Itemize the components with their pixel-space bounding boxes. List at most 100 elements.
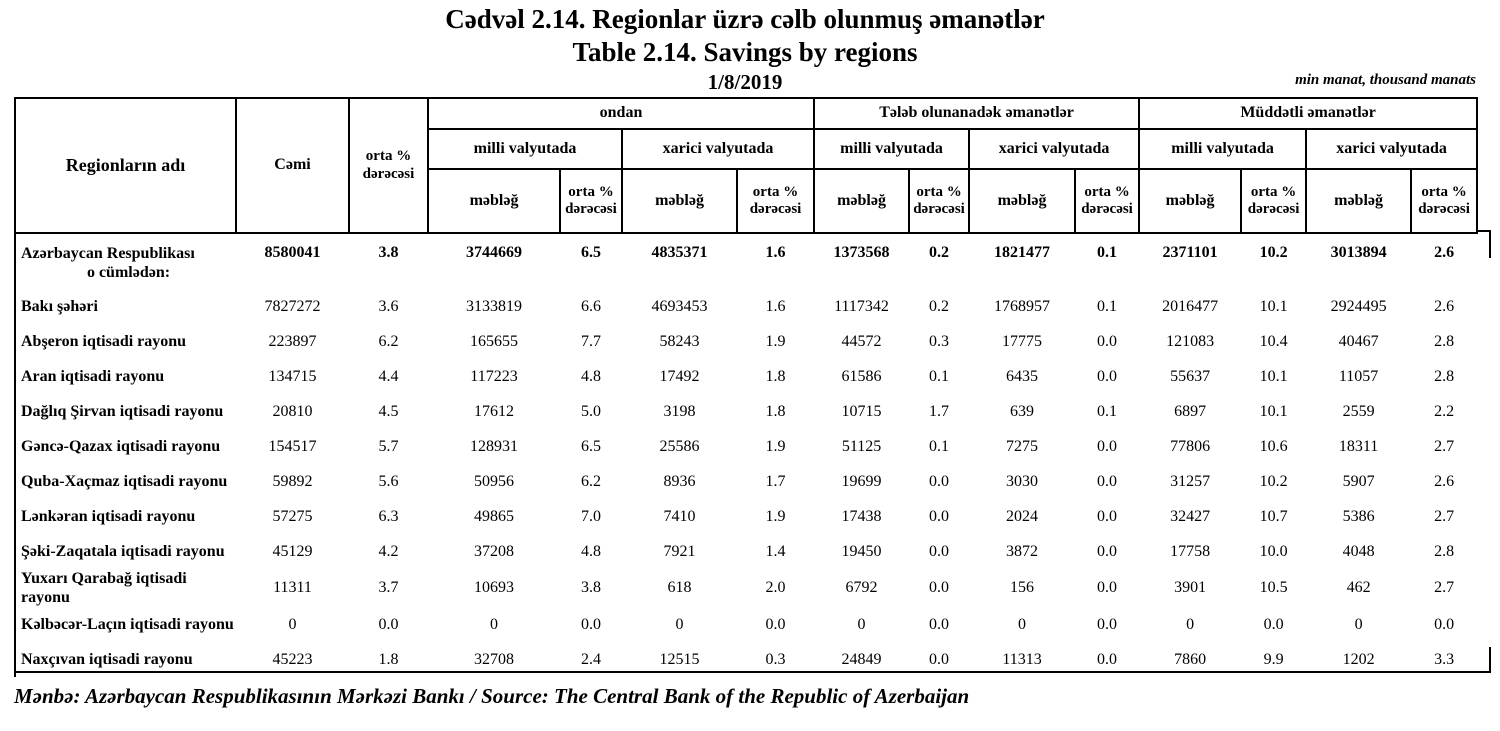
value-cell: 3133819 <box>466 297 522 315</box>
value-cell: 0.0 <box>929 472 950 490</box>
value-cell: 8936 <box>663 472 696 490</box>
value-cell: 0.0 <box>1434 615 1455 633</box>
region-name: Abşeron iqtisadi rayonu <box>14 324 236 359</box>
value-cell: 7827272 <box>264 297 321 315</box>
value-cell: 0.0 <box>1263 615 1284 633</box>
value-cell: 5.6 <box>378 472 399 490</box>
value-cell: 7860 <box>1174 650 1207 668</box>
value-cell: 6.2 <box>581 472 601 490</box>
region-subname: o cümlədən: <box>86 264 171 282</box>
value-cell: 24849 <box>841 650 882 668</box>
table-row: Yuxarı Qarabağ iqtisadi rayonu 11311 3.7 10… <box>14 569 1477 608</box>
value-cell: 25586 <box>659 437 700 455</box>
region-name: Aran iqtisadi rayonu <box>14 359 236 394</box>
title-en: Table 2.14. Savings by regions <box>572 37 918 67</box>
value-cell: 6792 <box>845 579 878 597</box>
sub-national-currency: milli valyutada <box>813 128 971 170</box>
value-cell: 17758 <box>1170 542 1211 560</box>
value-cell: 7275 <box>1006 437 1039 455</box>
value-cell: 2.8 <box>1434 542 1455 560</box>
sub-foreign-currency: xarici valyutada <box>1305 128 1479 170</box>
value-cell: 3.6 <box>378 297 399 315</box>
value-cell: 0.0 <box>1097 332 1118 350</box>
value-cell: 1.4 <box>765 542 786 560</box>
sub-national-currency: milli valyutada <box>427 128 623 170</box>
col-amount: məbləğ <box>813 168 911 234</box>
value-cell: 0.2 <box>929 244 950 261</box>
region-name: Bakı şəhəri <box>14 289 236 324</box>
value-cell: 2.6 <box>1434 472 1455 490</box>
value-cell: 0.0 <box>1097 650 1118 668</box>
value-cell: 2.4 <box>581 650 601 668</box>
table-row: Quba-Xaçmaz iqtisadi rayonu 59892 5.6 50956… <box>14 464 1477 499</box>
value-cell: 2.7 <box>1434 437 1455 455</box>
value-cell: 10.1 <box>1259 367 1288 385</box>
value-cell: 3030 <box>1006 472 1039 490</box>
value-cell: 19450 <box>841 542 882 560</box>
col-region-name: Regionların adı <box>14 97 237 234</box>
value-cell: 2559 <box>1342 402 1375 420</box>
value-cell: 40467 <box>1338 332 1379 350</box>
value-cell: 10.4 <box>1259 332 1288 350</box>
value-cell: 1.8 <box>378 650 399 668</box>
value-cell: 58243 <box>659 332 700 350</box>
report-date: 1/8/2019 <box>707 70 783 94</box>
value-cell: 10.7 <box>1259 507 1288 525</box>
value-cell: 0 <box>1354 615 1363 633</box>
value-cell: 6.3 <box>378 507 399 525</box>
value-cell: 17438 <box>841 507 882 525</box>
table-right-border-tick-top <box>1489 230 1491 258</box>
value-cell: 6435 <box>1006 367 1039 385</box>
value-cell: 462 <box>1346 579 1371 597</box>
value-cell: 10693 <box>474 579 514 597</box>
value-cell: 5907 <box>1342 472 1375 490</box>
value-cell: 3198 <box>663 402 696 420</box>
sub-foreign-currency: xarici valyutada <box>620 128 816 170</box>
table-bottom-border <box>14 671 1491 673</box>
table-right-border-stub <box>1476 230 1491 232</box>
col-rate: orta % dərəcəsi <box>1074 168 1141 234</box>
value-cell: 2924495 <box>1330 297 1387 315</box>
value-cell: 10715 <box>841 402 882 420</box>
value-cell: 49865 <box>474 507 514 525</box>
value-cell: 1768957 <box>994 297 1051 315</box>
value-cell: 8580041 <box>264 244 321 261</box>
value-cell: 57275 <box>272 507 313 525</box>
value-cell: 1202 <box>1342 650 1375 668</box>
value-cell: 6.6 <box>581 297 601 315</box>
value-cell: 6.5 <box>581 244 601 261</box>
value-cell: 1.8 <box>765 367 786 385</box>
value-cell: 55637 <box>1170 367 1211 385</box>
value-cell: 0.0 <box>378 615 399 633</box>
value-cell: 0.0 <box>929 650 950 668</box>
value-cell: 5.7 <box>378 437 399 455</box>
value-cell: 2016477 <box>1162 297 1219 315</box>
value-cell: 0.0 <box>1097 579 1118 597</box>
value-cell: 0.1 <box>1097 402 1118 420</box>
region-name: Şəki-Zaqatala iqtisadi rayonu <box>14 534 236 569</box>
value-cell: 0.2 <box>929 297 950 315</box>
value-cell: 10.0 <box>1259 542 1288 560</box>
value-cell: 10.1 <box>1259 297 1288 315</box>
col-rate: orta % dərəcəsi <box>1410 168 1479 234</box>
value-cell: 7.7 <box>581 332 601 350</box>
value-cell: 1.6 <box>765 297 786 315</box>
col-amount: məbləğ <box>1305 168 1413 234</box>
table-row: Abşeron iqtisadi rayonu 223897 6.2 165655 7.… <box>14 324 1477 359</box>
region-name: Quba-Xaçmaz iqtisadi rayonu <box>14 464 236 499</box>
value-cell: 3901 <box>1174 579 1207 597</box>
value-cell: 18311 <box>1338 437 1379 455</box>
table-row: Lənkəran iqtisadi rayonu 57275 6.3 49865 7.0… <box>14 499 1477 534</box>
value-cell: 0.0 <box>929 507 950 525</box>
value-cell: 17612 <box>474 402 514 420</box>
unit-note: min manat, thousand manats <box>1295 72 1476 88</box>
value-cell: 0 <box>490 615 498 633</box>
value-cell: 618 <box>667 579 692 597</box>
value-cell: 7921 <box>663 542 696 560</box>
table-row: Kəlbəcər-Laçın iqtisadi rayonu 0 0.0 0 0.0 0 0… <box>14 607 1477 643</box>
title-az: Cədvəl 2.14. Regionlar üzrə cəlb olunmuş… <box>445 4 1045 34</box>
value-cell: 2.7 <box>1434 579 1455 597</box>
value-cell: 6.2 <box>378 332 399 350</box>
col-amount: məbləğ <box>968 168 1077 234</box>
